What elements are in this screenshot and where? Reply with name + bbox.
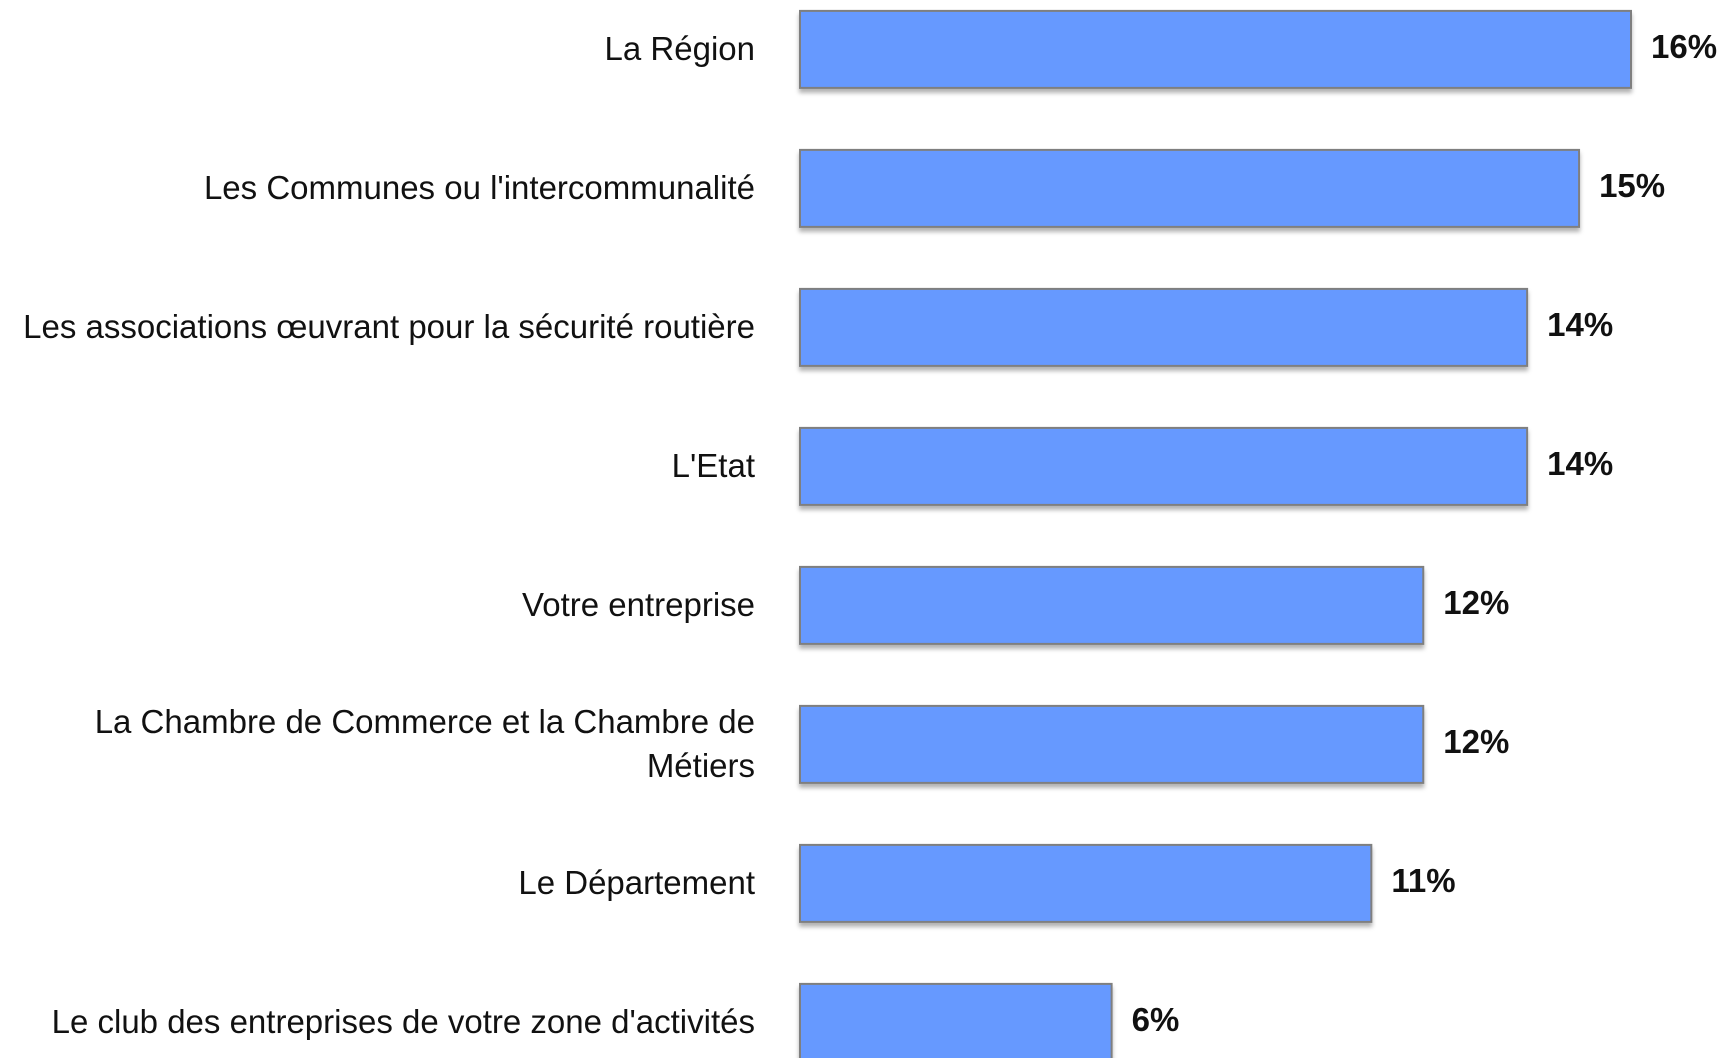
value-label: 12% xyxy=(1443,584,1509,621)
bar xyxy=(799,982,1113,1058)
value-label: 11% xyxy=(1391,862,1455,899)
bar xyxy=(799,426,1529,506)
value-label: 6% xyxy=(1132,1001,1180,1038)
bar xyxy=(799,287,1529,367)
category-label: Les Communes ou l'intercommunalité xyxy=(203,169,755,207)
category-label: La Chambre de Commerce et la Chambre de … xyxy=(94,703,755,785)
bar xyxy=(799,148,1581,228)
value-label: 14% xyxy=(1547,445,1613,482)
value-label: 14% xyxy=(1547,306,1613,343)
category-label: L'Etat xyxy=(671,447,755,485)
category-label: Le club des entreprises de votre zone d'… xyxy=(51,1003,755,1041)
bar xyxy=(799,565,1425,645)
category-label: Votre entreprise xyxy=(522,586,755,624)
bar xyxy=(799,704,1425,784)
bar xyxy=(799,843,1373,923)
category-label: La Région xyxy=(604,30,755,68)
category-label: Les associations œuvrant pour la sécurit… xyxy=(23,308,755,346)
bar xyxy=(799,9,1632,89)
value-label: 12% xyxy=(1443,723,1509,760)
category-label: Le Département xyxy=(518,864,755,902)
value-label: 16% xyxy=(1651,28,1717,65)
value-label: 15% xyxy=(1599,167,1665,204)
